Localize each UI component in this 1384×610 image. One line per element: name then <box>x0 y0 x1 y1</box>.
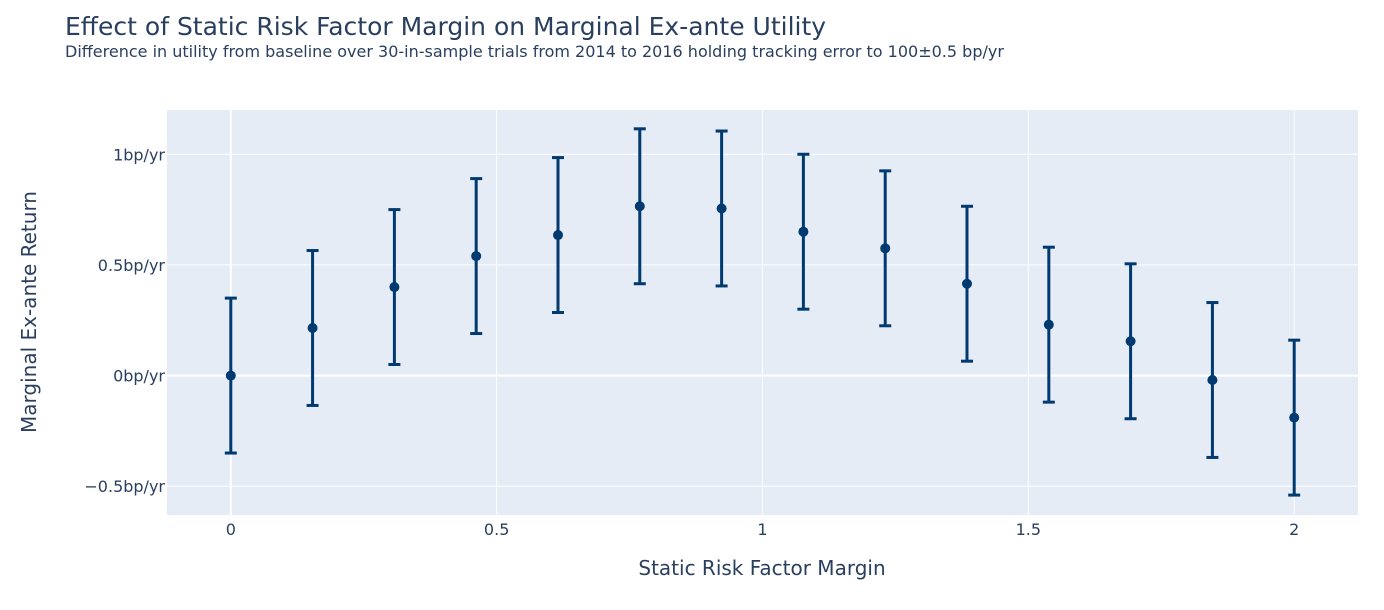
data-points <box>225 201 1300 423</box>
data-point <box>553 230 564 241</box>
data-point <box>880 243 891 254</box>
y-tick-label: 0.5bp/yr <box>98 256 166 275</box>
data-point <box>961 278 972 289</box>
data-point <box>1043 319 1054 330</box>
data-point <box>225 370 236 381</box>
data-point <box>1207 375 1218 385</box>
data-point <box>1289 412 1300 423</box>
y-tick-label: 1bp/yr <box>113 145 165 164</box>
y-axis-title: Marginal Ex-ante Return <box>17 191 41 433</box>
x-axis-title: Static Risk Factor Margin <box>638 556 885 580</box>
x-tick-label: 1.5 <box>1016 520 1041 539</box>
chart-title: Effect of Static Risk Factor Margin on M… <box>65 12 826 41</box>
data-point <box>798 226 809 237</box>
data-point <box>1125 336 1136 347</box>
x-tick-labels: 0 0.5 1 1.5 2 <box>226 520 1300 539</box>
chart-subtitle: Difference in utility from baseline over… <box>65 42 1004 61</box>
x-tick-label: 2 <box>1289 520 1299 539</box>
y-tick-label: −0.5bp/yr <box>84 477 165 496</box>
data-point <box>634 201 645 212</box>
data-point <box>389 282 400 293</box>
data-point <box>716 203 727 214</box>
data-point <box>307 322 318 333</box>
x-tick-label: 0 <box>226 520 236 539</box>
y-tick-label: 0bp/yr <box>113 367 165 386</box>
x-tick-label: 0.5 <box>484 520 509 539</box>
y-tick-labels: −0.5bp/yr 0bp/yr 0.5bp/yr 1bp/yr <box>84 145 165 496</box>
grid-lines <box>167 110 1358 515</box>
data-point <box>471 251 482 262</box>
x-tick-label: 1 <box>757 520 767 539</box>
